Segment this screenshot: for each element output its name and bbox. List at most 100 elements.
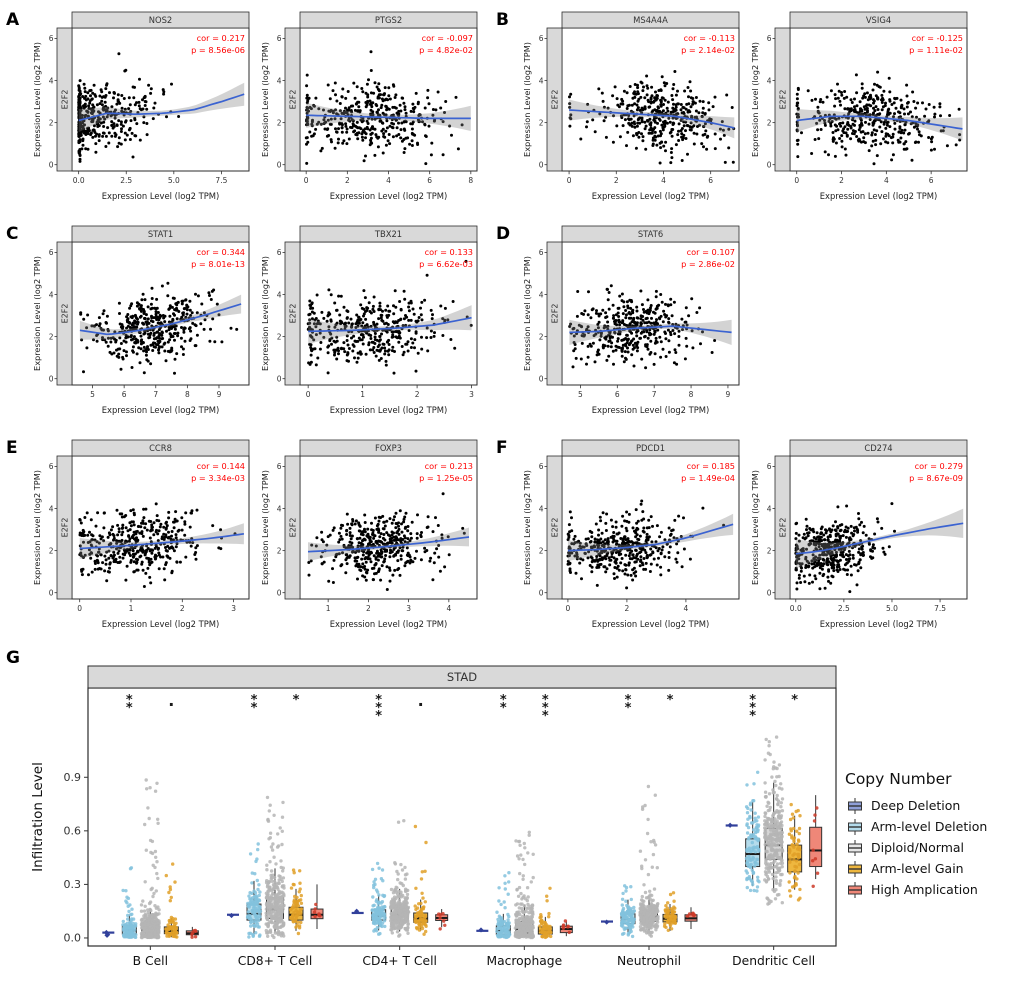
legend-entry-label: Diploid/Normal [871,840,964,855]
significance-marker: * [251,693,258,708]
scatter-ms4a4a: MS4A4A E2F2 Expression Level (log2 TPM) 0 2 4… [522,11,740,201]
x-tick-label: 8 [689,390,694,399]
scatter-stat6: STAT6 E2F2 Expression Level (log2 TPM) 0 2 4 6… [522,225,740,415]
y-tick-label: 0 [539,374,544,383]
y-tick-label: 0 [539,160,544,169]
confidence-band [569,319,732,345]
legend-entry-label: Deep Deletion [871,798,961,813]
x-axis-label: Expression Level (log2 TPM) [592,405,710,415]
scatter-pdcd1: PDCD1 E2F2 Expression Level (log2 TPM) 0 2 4 6… [522,439,740,629]
x-tick-label: 8 [468,176,473,185]
confidence-band [79,523,244,559]
x-axis-label: Expression Level (log2 TPM) [330,191,448,201]
cor-value: cor = 0.185 [687,461,735,471]
y-tick-label: 2 [539,546,544,555]
x-axis-label: Expression Level (log2 TPM) [102,191,220,201]
legend-entry-label: Arm-level Deletion [871,819,988,834]
y-tick-label: 4 [767,504,772,513]
significance-marker: * [251,701,258,716]
x-tick-label: 4 [386,176,391,185]
significance-marker: * [126,693,133,708]
facet-strip-top [789,439,968,457]
facet-strip-top [299,439,478,457]
significance-marker: * [749,709,756,724]
x-tick-label: 7 [652,390,657,399]
x-tick-label: 1 [360,390,365,399]
y-tick-label: 4 [49,504,54,513]
infiltration-panel: G STAD Infiltration Level 0.0 0.3 0.6 0.9 B Ce… [0,648,1020,992]
x-tick-label: 2 [366,604,371,613]
y-tick-label: 4 [49,76,54,85]
facet-strip-top [71,439,250,457]
box [809,826,823,868]
p-value: p = 8.67e-09 [909,473,963,483]
x-tick-label: 4 [661,176,666,185]
x-tick-label: 4 [446,604,451,613]
legend-title: Copy Number [845,770,952,788]
figure-root: A NOS2 E2F2 Expression Level (log2 TPM) 0 2 4 6… [0,8,1020,992]
x-tick-label: 5 [578,390,583,399]
significance-marker: * [542,709,549,724]
p-value: p = 1.25e-05 [419,473,473,483]
infiltration-boxplot: STAD Infiltration Level 0.0 0.3 0.6 0.9 B Cell… [30,665,837,968]
gene-title: TBX21 [374,229,402,239]
x-tick-label: 2 [625,604,630,613]
trend-line [307,536,470,553]
significance-marker: * [625,701,632,716]
y-tick-label: 4 [767,76,772,85]
y-tick-label: 2 [539,118,544,127]
y-tick-label: 6 [767,34,772,43]
facet-strip-left [284,455,301,600]
x-tick-label: 6 [427,176,432,185]
y-tick-label: 2 [277,118,282,127]
x-tick-label: 0 [794,176,799,185]
gene-title: CCR8 [149,443,172,453]
x-axis-label: Expression Level (log2 TPM) [330,619,448,629]
y-tick-label: 4 [539,504,544,513]
significance-marker: * [625,693,632,708]
legend-entry-label: High Amplication [871,882,978,897]
facet-row-label: E2F2 [289,304,298,324]
x-tick-label: 0 [77,604,82,613]
y-axis-label: Expression Level (log2 TPM) [522,470,532,585]
legend-entry-high-amplication: High Amplication [845,879,987,900]
facet-strip-top [71,11,250,29]
y-axis-label: Infiltration Level [30,762,46,872]
y-tick-label: 4 [539,76,544,85]
category-label: CD4+ T Cell [362,954,437,968]
gene-title: STAT1 [148,229,173,239]
y-tick-label: 0 [277,588,282,597]
points-layer [568,284,717,370]
y-tick-label: 6 [539,462,544,471]
p-value: p = 1.49e-04 [681,473,735,483]
significance-marker: * [542,693,549,708]
x-tick-label: 3 [406,604,411,613]
facet-row-label: E2F2 [551,518,560,538]
y-tick-label: 6 [767,462,772,471]
points-layer [79,281,239,375]
data-point [478,927,484,933]
confidence-band [78,82,245,133]
x-axis-label: Expression Level (log2 TPM) [820,619,938,629]
p-value: p = 8.56e-06 [191,45,245,55]
x-tick-label: 3 [469,390,474,399]
facet-strip-top [789,11,968,29]
scatter-ptgs2: PTGS2 E2F2 Expression Level (log2 TPM) 0 2 4 6… [260,11,478,201]
legend-entry-arm-level-gain: Arm-level Gain [845,858,987,879]
plot-panel [561,241,740,386]
y-tick-label: 0.6 [64,825,82,838]
cor-value: cor = 0.133 [425,247,473,257]
y-tick-label: 2 [539,332,544,341]
y-tick-label: 6 [49,462,54,471]
p-value: p = 6.62e-03 [419,259,473,269]
gene-title: STAT6 [638,229,663,239]
significance-marker: * [126,701,133,716]
cor-value: cor = 0.144 [197,461,245,471]
cor-value: cor = 0.213 [425,461,473,471]
y-tick-label: 2 [767,118,772,127]
y-tick-label: 6 [539,248,544,257]
facet-strip-left [56,27,73,172]
confidence-band [79,294,242,340]
x-tick-label: 7.5 [934,604,946,613]
facet-row-label: E2F2 [779,518,788,538]
